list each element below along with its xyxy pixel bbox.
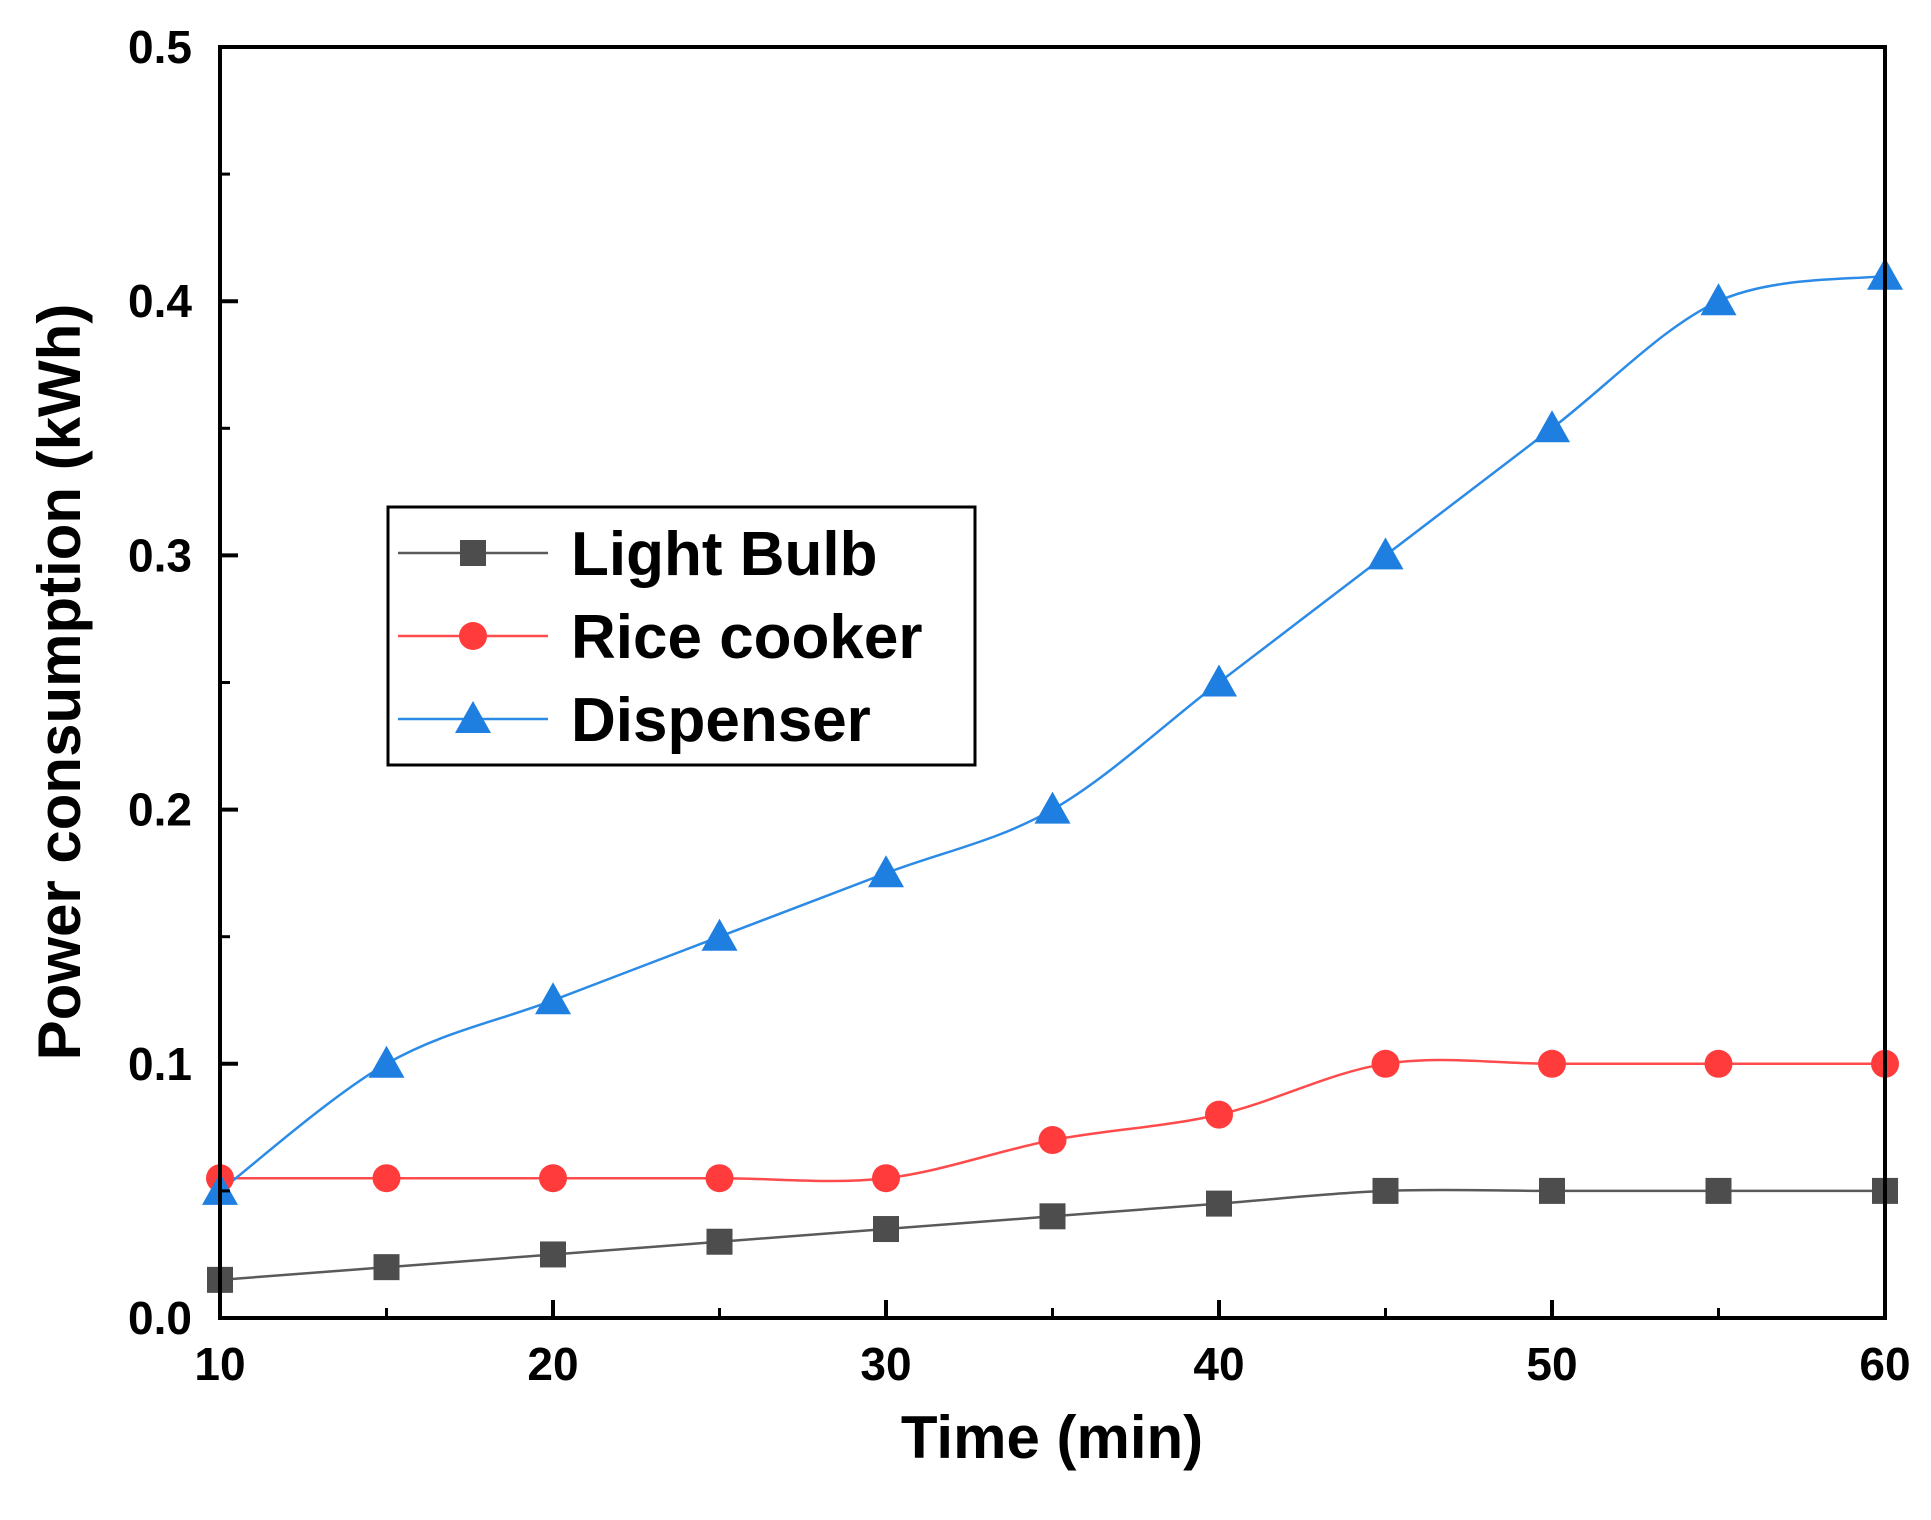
x-tick-label: 30 bbox=[860, 1338, 911, 1390]
data-point-2-2 bbox=[535, 982, 571, 1015]
y-tick-label: 0.5 bbox=[128, 21, 192, 73]
legend-label-2: Dispenser bbox=[571, 686, 871, 755]
legend-label-1: Rice cooker bbox=[571, 603, 923, 672]
data-point-1-5 bbox=[1038, 1126, 1067, 1155]
y-tick-label: 0.2 bbox=[128, 784, 192, 836]
data-point-0-3 bbox=[706, 1228, 733, 1255]
data-point-2-6 bbox=[1201, 664, 1237, 697]
data-point-2-5 bbox=[1034, 791, 1071, 824]
data-point-0-1 bbox=[373, 1254, 400, 1281]
legend-label-0: Light Bulb bbox=[571, 520, 877, 589]
data-point-2-3 bbox=[701, 918, 738, 951]
x-tick-label: 20 bbox=[527, 1338, 578, 1390]
data-point-1-1 bbox=[372, 1164, 401, 1193]
data-point-2-7 bbox=[1367, 537, 1404, 570]
data-point-1-3 bbox=[705, 1164, 734, 1193]
x-tick-label: 50 bbox=[1526, 1338, 1577, 1390]
y-tick-label: 0.1 bbox=[128, 1038, 192, 1090]
data-point-0-9 bbox=[1705, 1177, 1732, 1204]
data-point-0-8 bbox=[1539, 1177, 1565, 1204]
data-point-1-6 bbox=[1205, 1100, 1233, 1129]
x-axis-title: Time (min) bbox=[901, 1404, 1203, 1471]
y-tick-label: 0.0 bbox=[128, 1292, 192, 1344]
series-line-1 bbox=[220, 1058, 1885, 1183]
plot-content bbox=[202, 257, 1903, 1293]
data-point-1-4 bbox=[872, 1164, 900, 1193]
data-point-0-7 bbox=[1372, 1177, 1399, 1204]
legend: Light Bulb Rice cooker Dispenser bbox=[386, 505, 977, 767]
legend-marker-1 bbox=[459, 622, 487, 650]
x-tick-label: 60 bbox=[1859, 1338, 1910, 1390]
axes: 10 20 30 40 50 60 0.0 0.1 0.2 0.3 0.4 0.5 bbox=[128, 21, 1911, 1390]
data-point-1-9 bbox=[1704, 1049, 1733, 1078]
data-point-0-2 bbox=[540, 1241, 566, 1268]
y-tick-label: 0.3 bbox=[128, 529, 192, 581]
y-tick-label: 0.4 bbox=[128, 275, 192, 327]
data-point-0-6 bbox=[1206, 1190, 1232, 1217]
x-tick-label: 40 bbox=[1193, 1338, 1244, 1390]
data-point-0-4 bbox=[873, 1216, 899, 1243]
y-axis-title: Power consumption (kWh) bbox=[26, 304, 93, 1061]
data-point-2-1 bbox=[368, 1045, 405, 1078]
data-point-1-2 bbox=[539, 1164, 567, 1193]
legend-marker-2 bbox=[455, 701, 491, 733]
x-tick-label: 10 bbox=[194, 1338, 245, 1390]
data-point-2-8 bbox=[1534, 410, 1570, 443]
data-point-2-4 bbox=[868, 855, 904, 888]
data-point-0-5 bbox=[1039, 1203, 1066, 1230]
data-point-1-7 bbox=[1371, 1049, 1400, 1078]
data-point-1-8 bbox=[1538, 1049, 1566, 1078]
legend-marker-0 bbox=[460, 540, 486, 566]
data-point-2-9 bbox=[1700, 283, 1737, 316]
